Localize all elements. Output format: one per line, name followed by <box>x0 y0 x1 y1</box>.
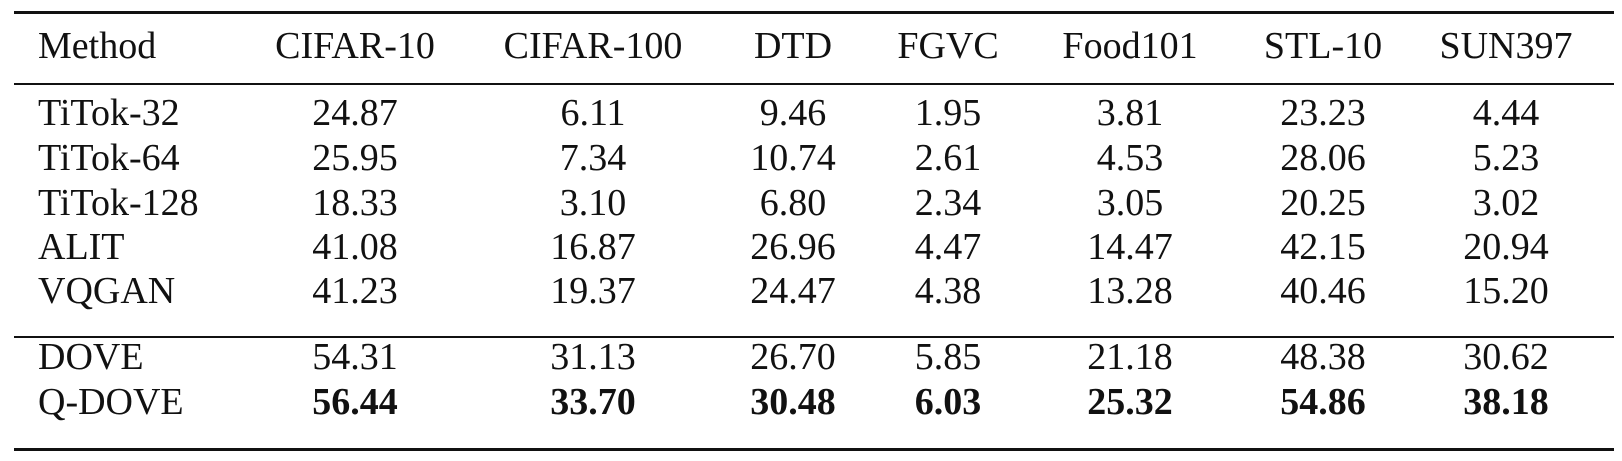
value-cell: 4.44 <box>1472 92 1540 134</box>
header-cifar10: CIFAR-10 <box>275 25 435 67</box>
value-cell: 5.85 <box>914 336 982 378</box>
table-row: TiTok-32 24.87 6.11 9.46 1.95 3.81 23.23… <box>0 90 1622 136</box>
value-cell: 4.38 <box>914 270 982 312</box>
value-cell: 6.80 <box>759 182 827 224</box>
method-name: DOVE <box>38 336 144 378</box>
value-cell: 21.18 <box>1087 336 1173 378</box>
group-separator-rule <box>14 336 1614 338</box>
value-cell: 16.87 <box>550 226 636 268</box>
bottom-rule <box>14 448 1614 451</box>
value-cell: 23.23 <box>1280 92 1366 134</box>
value-cell: 10.74 <box>750 137 836 179</box>
value-cell: 41.23 <box>312 270 398 312</box>
value-cell: 26.96 <box>750 226 836 268</box>
header-rule <box>14 83 1614 85</box>
method-name: VQGAN <box>38 270 176 312</box>
header-sun397: SUN397 <box>1439 25 1573 67</box>
table-row-best: Q-DOVE 56.44 33.70 30.48 6.03 25.32 54.8… <box>0 379 1622 425</box>
best-value-cell: 38.18 <box>1463 381 1549 423</box>
header-cifar100: CIFAR-100 <box>503 25 683 67</box>
header-method: Method <box>38 25 157 67</box>
value-cell: 14.47 <box>1087 226 1173 268</box>
value-cell: 3.05 <box>1096 182 1164 224</box>
value-cell: 48.38 <box>1280 336 1366 378</box>
value-cell: 9.46 <box>759 92 827 134</box>
method-name: TiTok-64 <box>38 137 180 179</box>
value-cell: 20.25 <box>1280 182 1366 224</box>
table-row: ALIT 41.08 16.87 26.96 4.47 14.47 42.15 … <box>0 224 1622 270</box>
method-name: TiTok-128 <box>38 182 199 224</box>
value-cell: 54.31 <box>312 336 398 378</box>
best-value-cell: 56.44 <box>312 381 398 423</box>
header-dtd: DTD <box>753 25 833 67</box>
value-cell: 28.06 <box>1280 137 1366 179</box>
value-cell: 6.11 <box>560 92 626 134</box>
value-cell: 2.34 <box>914 182 982 224</box>
value-cell: 2.61 <box>914 137 982 179</box>
value-cell: 3.02 <box>1472 182 1540 224</box>
table-row: DOVE 54.31 31.13 26.70 5.85 21.18 48.38 … <box>0 334 1622 380</box>
value-cell: 20.94 <box>1463 226 1549 268</box>
best-value-cell: 33.70 <box>550 381 636 423</box>
table-row: TiTok-64 25.95 7.34 10.74 2.61 4.53 28.0… <box>0 135 1622 181</box>
value-cell: 19.37 <box>550 270 636 312</box>
method-name: Q-DOVE <box>38 381 184 423</box>
method-name: TiTok-32 <box>38 92 180 134</box>
best-value-cell: 54.86 <box>1280 381 1366 423</box>
method-name: ALIT <box>38 226 125 268</box>
best-value-cell: 30.48 <box>750 381 836 423</box>
value-cell: 15.20 <box>1463 270 1549 312</box>
value-cell: 31.13 <box>550 336 636 378</box>
top-rule <box>14 11 1614 14</box>
table-row: VQGAN 41.23 19.37 24.47 4.38 13.28 40.46… <box>0 268 1622 314</box>
value-cell: 24.87 <box>312 92 398 134</box>
value-cell: 4.47 <box>914 226 982 268</box>
value-cell: 18.33 <box>312 182 398 224</box>
value-cell: 24.47 <box>750 270 836 312</box>
header-fgvc: FGVC <box>897 25 999 67</box>
value-cell: 5.23 <box>1472 137 1540 179</box>
value-cell: 4.53 <box>1096 137 1164 179</box>
value-cell: 41.08 <box>312 226 398 268</box>
header-food101: Food101 <box>1062 25 1198 67</box>
value-cell: 25.95 <box>312 137 398 179</box>
header-stl10: STL-10 <box>1263 25 1383 67</box>
value-cell: 40.46 <box>1280 270 1366 312</box>
best-value-cell: 25.32 <box>1087 381 1173 423</box>
value-cell: 1.95 <box>914 92 982 134</box>
value-cell: 42.15 <box>1280 226 1366 268</box>
table-row: TiTok-128 18.33 3.10 6.80 2.34 3.05 20.2… <box>0 180 1622 226</box>
value-cell: 7.34 <box>559 137 627 179</box>
value-cell: 26.70 <box>750 336 836 378</box>
value-cell: 13.28 <box>1087 270 1173 312</box>
best-value-cell: 6.03 <box>914 381 982 423</box>
value-cell: 30.62 <box>1463 336 1549 378</box>
value-cell: 3.81 <box>1096 92 1164 134</box>
header-row: Method CIFAR-10 CIFAR-100 DTD FGVC Food1… <box>0 23 1622 69</box>
value-cell: 3.10 <box>559 182 627 224</box>
